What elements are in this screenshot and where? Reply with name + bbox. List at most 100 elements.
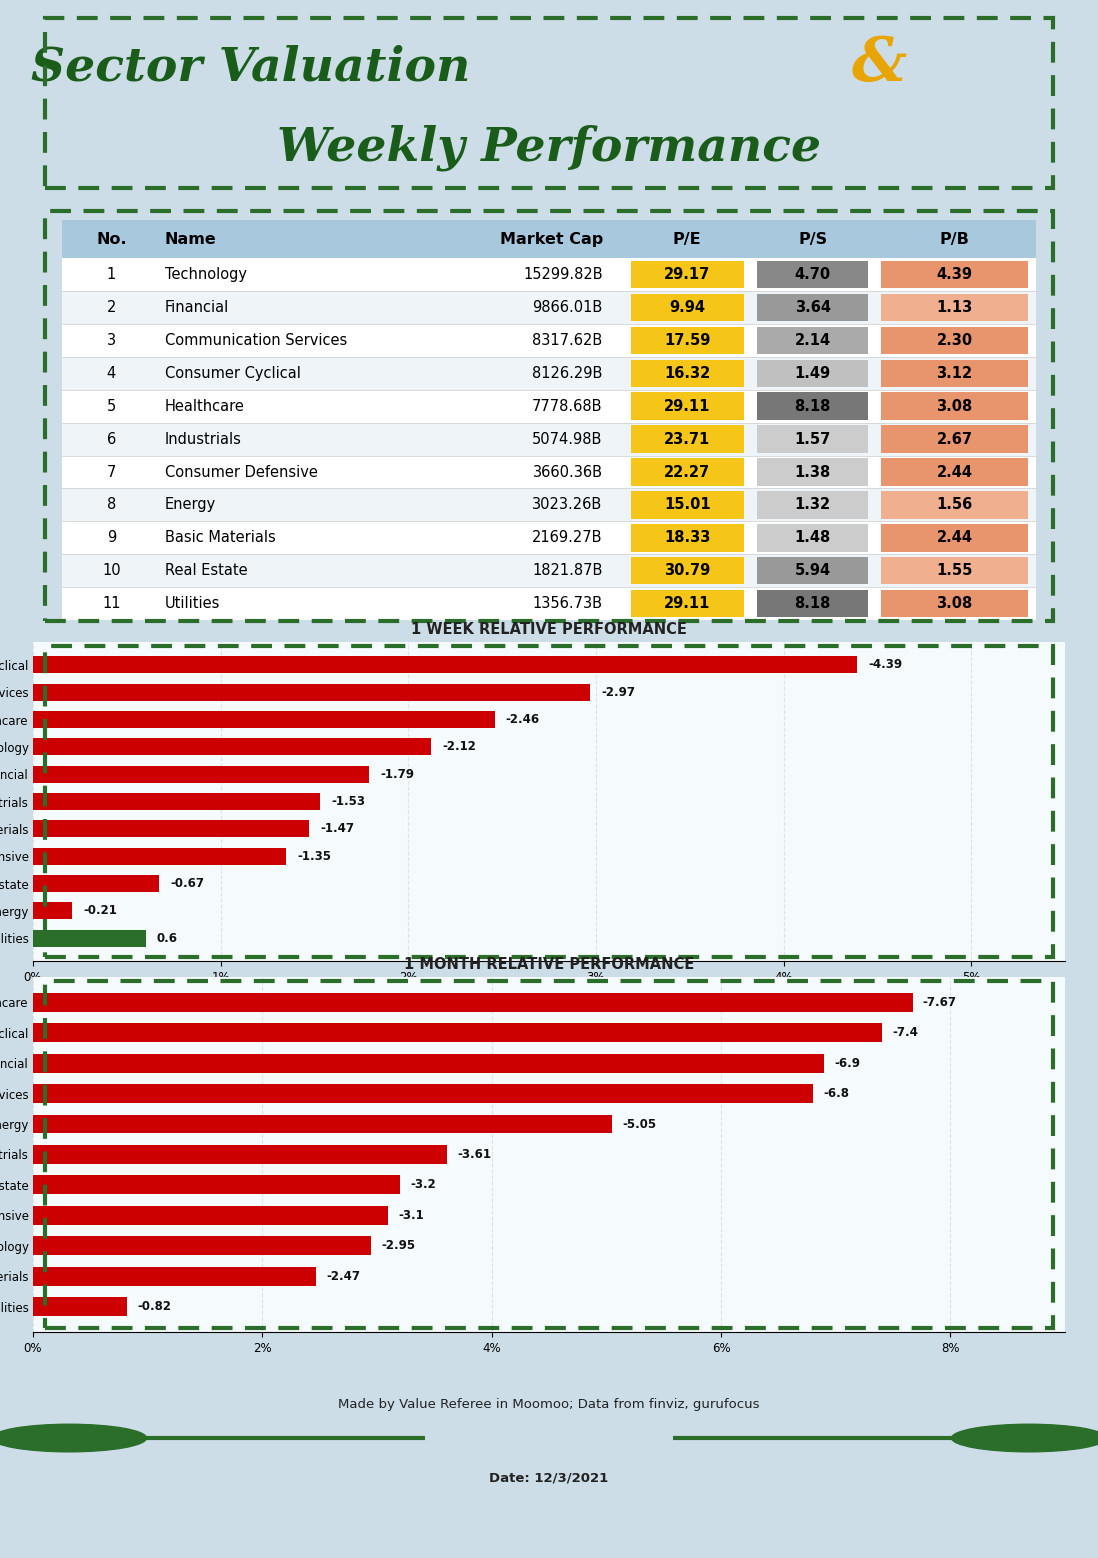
Text: 16.32: 16.32 [664,366,710,380]
Text: 1821.87B: 1821.87B [533,562,603,578]
Bar [33,930,146,947]
Bar [33,1206,389,1225]
Text: 23.71: 23.71 [664,432,710,447]
Text: &: & [852,34,907,95]
Text: 4.70: 4.70 [795,266,831,282]
Text: 15299.82B: 15299.82B [523,266,603,282]
Bar [758,556,867,584]
Text: 1356.73B: 1356.73B [533,597,603,611]
Bar [33,1024,882,1042]
Text: 29.11: 29.11 [664,597,710,611]
Bar [630,491,744,519]
Text: 3.12: 3.12 [937,366,973,380]
Text: P/E: P/E [673,232,702,246]
Text: 3023.26B: 3023.26B [533,497,603,513]
Text: 8.18: 8.18 [795,399,831,414]
Text: 8.18: 8.18 [795,597,831,611]
Text: 9: 9 [107,530,116,545]
Bar [758,590,867,617]
Bar [33,1084,813,1103]
Bar [882,458,1028,486]
Text: 7: 7 [107,464,116,480]
Text: -3.1: -3.1 [399,1209,425,1221]
Text: -6.9: -6.9 [834,1056,861,1070]
Title: 1 MONTH RELATIVE PERFORMANCE: 1 MONTH RELATIVE PERFORMANCE [404,957,694,972]
Bar [61,291,1037,324]
Text: 6: 6 [107,432,116,447]
Title: 1 WEEK RELATIVE PERFORMANCE: 1 WEEK RELATIVE PERFORMANCE [411,622,687,637]
Text: 29.17: 29.17 [664,266,710,282]
Text: Date: 12/3/2021: Date: 12/3/2021 [490,1472,608,1485]
Text: 10: 10 [102,562,121,578]
Bar [33,992,912,1011]
Bar [33,1053,825,1072]
Text: -7.67: -7.67 [922,996,956,1010]
Text: 22.27: 22.27 [664,464,710,480]
Text: Basic Materials: Basic Materials [165,530,276,545]
Bar [882,590,1028,617]
Bar [758,393,867,421]
Bar [61,587,1037,620]
Text: Technology: Technology [165,266,247,282]
Bar [630,523,744,552]
Bar [758,360,867,386]
Bar [61,324,1037,357]
Bar [630,556,744,584]
Text: Consumer Defensive: Consumer Defensive [165,464,318,480]
Bar [882,360,1028,386]
Text: -2.46: -2.46 [506,714,540,726]
Bar [630,327,744,354]
Text: 8: 8 [107,497,116,513]
Circle shape [952,1424,1098,1452]
Text: Communication Services: Communication Services [165,333,347,347]
Text: 1.49: 1.49 [795,366,831,380]
Text: 1.57: 1.57 [795,432,831,447]
Bar [33,1175,400,1195]
Text: -0.82: -0.82 [137,1299,171,1313]
Bar [630,260,744,288]
Text: 15.01: 15.01 [664,497,710,513]
Text: 0.6: 0.6 [157,932,178,944]
Bar [758,458,867,486]
Text: Consumer Cyclical: Consumer Cyclical [165,366,301,380]
Text: 3.64: 3.64 [795,301,831,315]
Text: Utilities: Utilities [165,597,221,611]
Bar [882,556,1028,584]
Text: 1.13: 1.13 [937,301,973,315]
Text: P/B: P/B [940,232,970,246]
Bar [758,523,867,552]
Text: Industrials: Industrials [165,432,242,447]
Text: No.: No. [96,232,126,246]
Bar [33,767,369,782]
Bar [758,425,867,453]
Text: 3: 3 [107,333,116,347]
Text: Financial: Financial [165,301,229,315]
Text: 5: 5 [107,399,116,414]
Text: 2.44: 2.44 [937,530,973,545]
Text: 17.59: 17.59 [664,333,710,347]
Bar [61,522,1037,555]
Bar [33,1145,447,1164]
Text: -3.2: -3.2 [411,1178,436,1192]
Text: 30.79: 30.79 [664,562,710,578]
Text: 3.08: 3.08 [937,597,973,611]
Text: Energy: Energy [165,497,216,513]
Text: -4.39: -4.39 [869,659,903,671]
Bar [630,294,744,321]
Bar [61,489,1037,522]
Text: 29.11: 29.11 [664,399,710,414]
Text: 5074.98B: 5074.98B [533,432,603,447]
Bar [61,390,1037,422]
Bar [882,294,1028,321]
Bar [33,793,320,810]
Text: 3660.36B: 3660.36B [533,464,603,480]
Text: 1.55: 1.55 [937,562,973,578]
Bar [758,491,867,519]
Text: -1.47: -1.47 [320,823,354,835]
Bar [882,491,1028,519]
Bar [630,590,744,617]
Text: -2.12: -2.12 [442,740,475,754]
Bar [33,1267,316,1285]
Bar [33,710,494,728]
Text: 8317.62B: 8317.62B [533,333,603,347]
